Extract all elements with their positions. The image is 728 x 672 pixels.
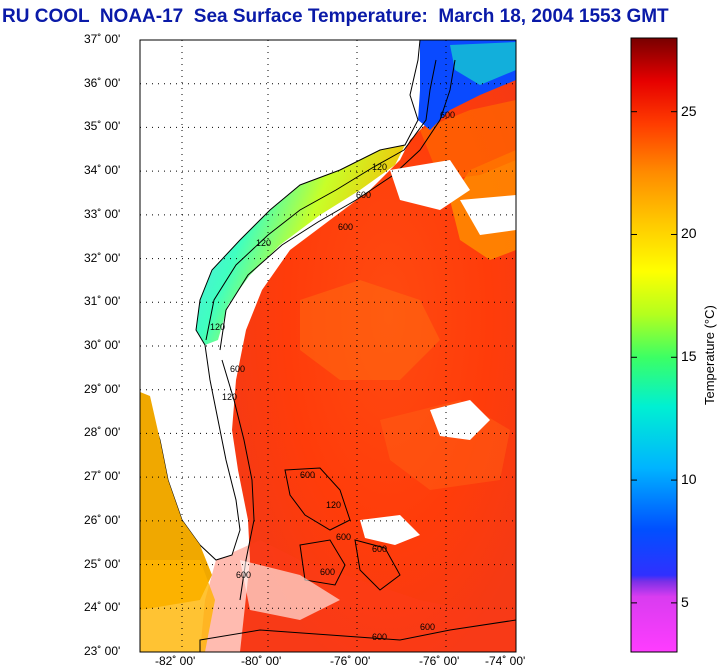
latitude-label: 32˚ 00' [84, 250, 121, 265]
latitude-label: 27˚ 00' [84, 469, 121, 484]
contour-label: 120 [326, 500, 341, 510]
latitude-label: 31˚ 00' [84, 294, 121, 309]
cuba-coast [199, 619, 516, 652]
gulf-of-mexico-water-south [140, 560, 215, 652]
colorbar-tick-label: 20 [681, 225, 697, 242]
colorbar-tick-label: 25 [681, 102, 697, 119]
colorbar [630, 37, 678, 653]
gulf-of-mexico-water [140, 392, 212, 610]
contour-label: 600 [320, 567, 335, 577]
cloud-patch [430, 400, 490, 440]
colorbar-tick-label: 5 [681, 593, 689, 610]
longitude-label: -76˚ 00' [419, 654, 460, 668]
longitude-label: -82˚ 00' [155, 654, 196, 668]
contour-label: 600 [236, 570, 251, 580]
shelf-water-north-cyan [450, 42, 516, 85]
contour-label: 600 [440, 110, 455, 120]
latitude-label: 34˚ 00' [84, 163, 121, 178]
contour-label: 600 [338, 222, 353, 232]
bahamas-island [284, 467, 351, 531]
latitude-label: 30˚ 00' [84, 338, 121, 352]
contour-600m [219, 59, 456, 351]
grid-lines [140, 40, 516, 652]
colorbar-tick-label: 10 [681, 471, 697, 488]
longitude-label: -76˚ 00' [330, 654, 371, 668]
colorbar-tick-label: 15 [681, 348, 697, 365]
longitude-label: -74˚ 00' [485, 654, 526, 668]
contour-label: 600 [230, 364, 245, 374]
latitude-label: 24˚ 00' [84, 600, 121, 615]
contour-label: 600 [372, 544, 387, 554]
ocean-orange-patch [420, 100, 516, 180]
latitude-label: 36˚ 00' [84, 75, 121, 90]
latitude-label: 23˚ 00' [84, 644, 121, 658]
contour-label: 120 [222, 392, 237, 402]
contour-label: 120 [372, 162, 387, 172]
contour-label: 120 [210, 322, 225, 332]
contour-label: 600 [356, 190, 371, 200]
contour-label: 600 [336, 532, 351, 542]
contour-label: 120 [256, 238, 271, 248]
contour-label: 600 [300, 470, 315, 480]
latitude-label: 26˚ 00' [84, 512, 121, 527]
map-title: RU COOL NOAA-17 Sea Surface Temperature:… [2, 6, 669, 27]
latitude-label: 28˚ 00' [84, 425, 121, 440]
latitude-label: 35˚ 00' [84, 119, 121, 134]
contour-120m [205, 59, 437, 341]
latitude-label: 25˚ 00' [84, 556, 121, 571]
contour-label: 600 [420, 622, 435, 632]
latitude-label: 37˚ 00' [84, 32, 121, 46]
bahamas-island [299, 539, 346, 586]
latitude-label: 29˚ 00' [84, 381, 121, 396]
ocean-orange-patch [300, 280, 440, 380]
latitude-label: 33˚ 00' [84, 206, 121, 221]
contour-600m-south [221, 359, 255, 601]
contour-label: 600 [372, 632, 387, 642]
bahamas-island [354, 539, 401, 591]
cloud-patch [240, 560, 340, 620]
cloud-patch [390, 160, 470, 210]
longitude-label: -80˚ 00' [241, 654, 282, 668]
cloud-patch [360, 515, 420, 545]
ocean-south-speckle [200, 540, 516, 652]
colorbar-label: Temperature (°C) [702, 305, 717, 405]
